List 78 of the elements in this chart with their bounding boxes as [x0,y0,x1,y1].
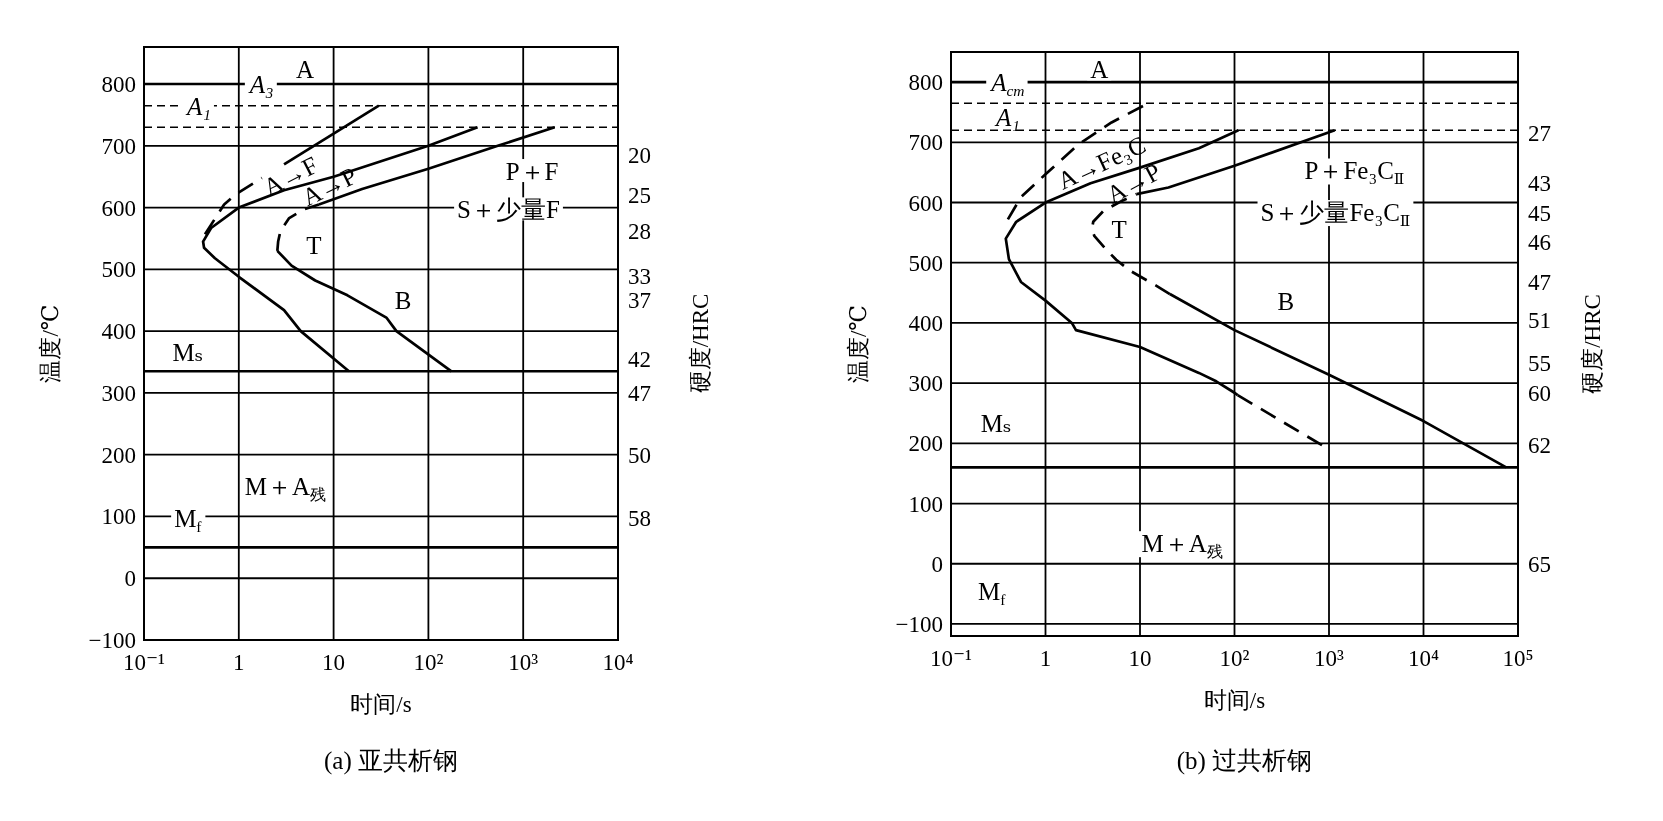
text: 47 [1528,269,1551,295]
y-tick-label: 100 [101,503,136,529]
y-tick-label: 600 [101,195,136,221]
y-tick-label: −100 [895,611,943,637]
x-tick-label: 10⁴ [602,649,634,675]
y-tick-label: 600 [908,190,943,216]
text: 62 [1528,432,1551,458]
y-tick-label: 300 [908,370,943,396]
y-tick-label: 300 [101,380,136,406]
text: 43 [1528,170,1551,196]
y-tick-label: 700 [101,133,136,159]
annotation: P＋Fe₃C$_{Ⅱ}$ [1304,156,1405,187]
y-tick-label: 400 [101,318,136,344]
annotation: M$_{f}$ [174,504,203,535]
text: 28 [628,218,651,244]
ref-line-label: A₁ [993,103,1020,131]
text: 27 [1528,120,1551,146]
x-axis-title: 时间/s [350,691,412,717]
x-tick-label: 10³ [508,649,539,675]
x-tick-label: 10³ [1314,645,1345,671]
y-tick-label: 700 [908,129,943,155]
text: 33 [628,263,651,289]
y-tick-label: 800 [908,69,943,95]
text: 47 [628,380,651,406]
annotation: M＋A$_{残}$ [1141,529,1223,560]
y2-axis-title: 硬度/HRC [1579,294,1605,394]
annotation: M＋A$_{残}$ [244,472,327,503]
text: 46 [1528,229,1551,255]
text: 20 [628,142,651,168]
y-tick-label: 500 [101,256,136,282]
ref-line-label: Mₛ [980,409,1012,437]
text: 58 [628,505,651,531]
x-tick-label: 10² [1219,645,1250,671]
annotation: T [306,231,322,259]
text: (a) 亚共析钢 [324,746,458,775]
y2-axis-title: 硬度/HRC [687,293,713,394]
y-tick-label: 200 [908,430,943,456]
y-tick-label: 500 [908,250,943,276]
annotation: B [394,286,412,314]
text: 25 [628,182,651,208]
x-tick-label: 1 [1039,645,1052,671]
x-tick-label: 10 [322,649,346,675]
annotation: S＋少量Fe₃C$_{Ⅱ}$ [1260,198,1411,229]
text: (b) 过共析钢 [1176,746,1313,775]
y-tick-label: 200 [101,442,136,468]
y-axis-title: 温度/℃ [37,304,63,383]
text: 60 [1528,380,1551,406]
y-tick-label: 400 [908,310,943,336]
y-tick-label: 100 [908,491,943,517]
ref-line-label: A₁ [184,92,211,120]
text: 37 [628,287,651,313]
x-tick-label: 1 [233,649,245,675]
ref-line-label: A$_{cm}$ [989,68,1025,99]
annotation: M$_{f}$ [978,577,1007,608]
ref-line-label: Mₛ [172,338,204,366]
x-tick-label: 10 [1128,645,1152,671]
y-tick-label: 0 [931,551,943,577]
x-tick-label: 10⁵ [1502,645,1534,671]
y-tick-label: 800 [101,71,136,97]
x-tick-label: 10⁻¹ [929,645,973,671]
annotation: A [296,55,315,83]
y-axis-title: 温度/℃ [845,304,871,384]
text: 45 [1528,200,1551,226]
text: 50 [628,442,651,468]
annotation: S＋少量F [457,195,560,223]
y-tick-label: 0 [124,565,136,591]
text: 42 [628,346,651,372]
annotation: P＋F [505,157,559,185]
x-tick-label: 10² [413,649,444,675]
text: 65 [1528,551,1551,577]
annotation: T [1111,215,1127,243]
annotation: A [1090,55,1109,83]
ref-line-label: A₃ [247,70,274,98]
x-axis-title: 时间/s [1203,687,1266,713]
text: 51 [1528,307,1551,333]
text: 55 [1528,350,1551,376]
annotation: B [1277,287,1295,315]
x-tick-label: 10⁴ [1407,645,1440,671]
